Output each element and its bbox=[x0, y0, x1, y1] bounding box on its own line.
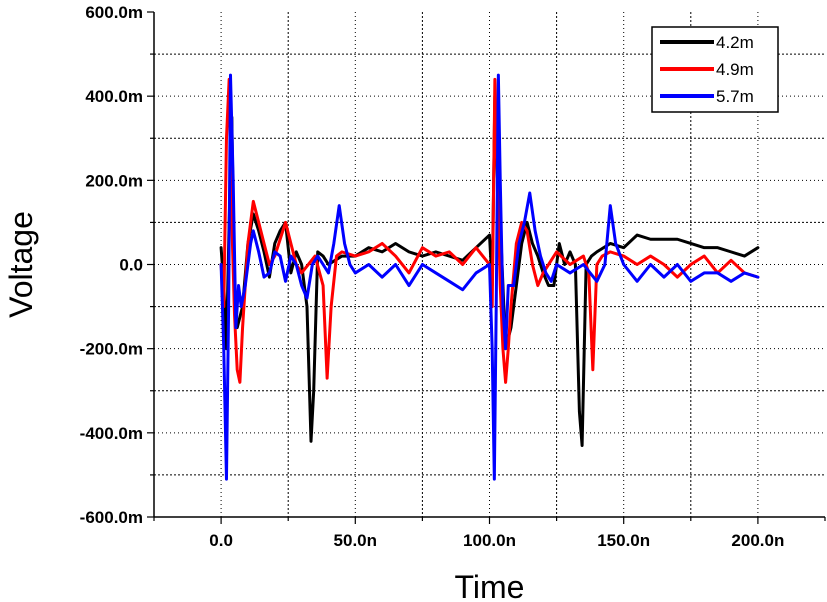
y-tick-label: 600.0m bbox=[85, 3, 143, 22]
legend-label: 4.9m bbox=[716, 60, 754, 79]
y-axis-title: Voltage bbox=[3, 211, 39, 318]
axes bbox=[147, 11, 826, 524]
x-tick-label: 50.0n bbox=[334, 531, 377, 550]
y-ticks: -600.0m -400.0m -200.0m 0.0 200.0m 400.0m 600.… bbox=[80, 3, 143, 527]
y-tick-label: -400.0m bbox=[80, 424, 143, 443]
series-layer bbox=[219, 73, 760, 481]
y-tick-label: 0.0 bbox=[119, 256, 143, 275]
legend: 4.2m 4.9m 5.7m bbox=[651, 26, 779, 113]
x-tick-label: 200.0n bbox=[731, 531, 784, 550]
x-tick-label: 0.0 bbox=[209, 531, 233, 550]
legend-label: 5.7m bbox=[716, 87, 754, 106]
y-tick-label: -200.0m bbox=[80, 340, 143, 359]
x-axis-title: Time bbox=[455, 569, 525, 602]
x-tick-label: 100.0n bbox=[463, 531, 516, 550]
y-tick-label: 200.0m bbox=[85, 171, 143, 190]
series-line-3 bbox=[219, 73, 760, 481]
x-tick-label: 150.0n bbox=[597, 531, 650, 550]
series-line-1 bbox=[219, 94, 760, 447]
legend-label: 4.2m bbox=[716, 33, 754, 52]
x-ticks: 0.0 50.0n 100.0n 150.0n 200.0n bbox=[209, 531, 784, 550]
y-tick-label: 400.0m bbox=[85, 87, 143, 106]
y-tick-label: -600.0m bbox=[80, 508, 143, 527]
